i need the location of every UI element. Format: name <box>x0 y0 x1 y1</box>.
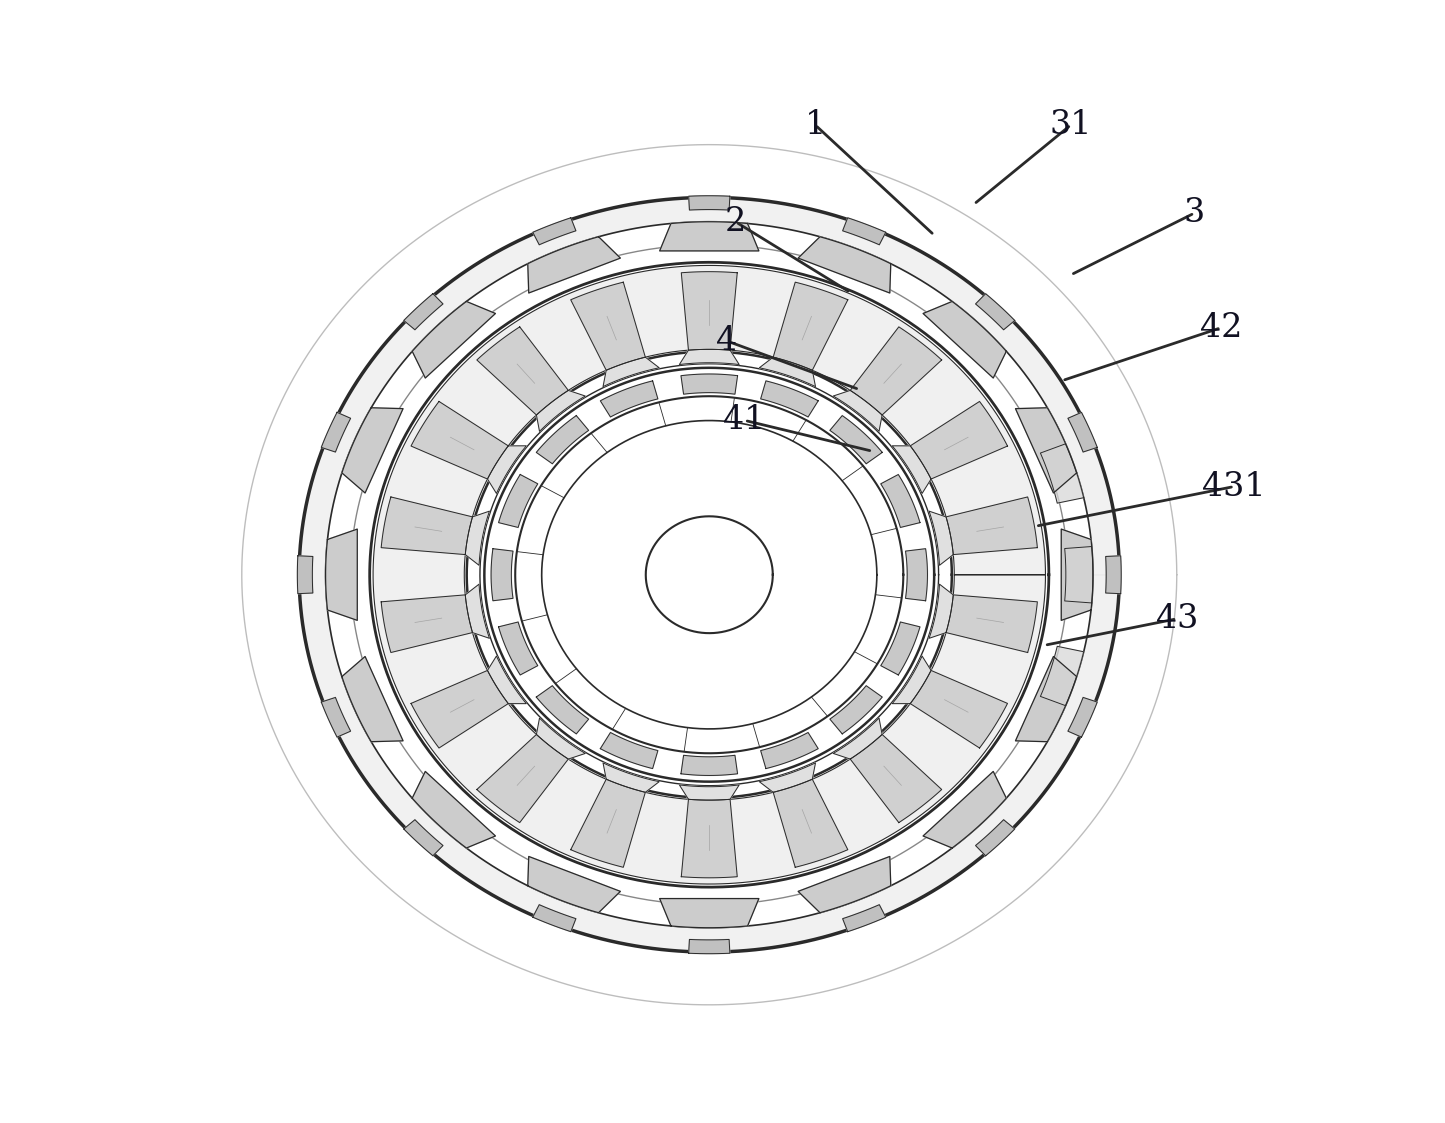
Polygon shape <box>403 294 444 330</box>
Polygon shape <box>892 656 931 704</box>
Polygon shape <box>842 905 886 932</box>
Polygon shape <box>499 475 538 528</box>
Polygon shape <box>321 412 351 453</box>
Polygon shape <box>681 756 737 776</box>
Polygon shape <box>923 772 1006 848</box>
Polygon shape <box>1016 408 1077 493</box>
Polygon shape <box>946 595 1038 652</box>
Text: 4: 4 <box>717 325 737 357</box>
Polygon shape <box>906 549 928 601</box>
Polygon shape <box>834 718 881 759</box>
Polygon shape <box>410 670 509 748</box>
Polygon shape <box>760 357 815 386</box>
Polygon shape <box>536 686 588 733</box>
Polygon shape <box>298 556 312 594</box>
Polygon shape <box>881 622 920 675</box>
Text: 41: 41 <box>724 404 766 437</box>
Polygon shape <box>527 237 620 293</box>
Polygon shape <box>491 549 513 601</box>
Polygon shape <box>881 475 920 528</box>
Text: 431: 431 <box>1202 471 1266 502</box>
Polygon shape <box>536 416 588 464</box>
Polygon shape <box>1065 547 1092 603</box>
Polygon shape <box>829 686 883 733</box>
Polygon shape <box>946 497 1038 555</box>
Polygon shape <box>527 857 620 913</box>
Polygon shape <box>381 595 473 652</box>
Polygon shape <box>465 511 490 565</box>
Polygon shape <box>850 734 942 822</box>
Polygon shape <box>403 820 444 856</box>
Polygon shape <box>1068 412 1097 453</box>
Polygon shape <box>342 408 403 493</box>
Text: 42: 42 <box>1199 312 1243 344</box>
Polygon shape <box>975 820 1014 856</box>
Polygon shape <box>600 732 657 768</box>
Polygon shape <box>834 391 881 431</box>
Polygon shape <box>850 327 942 416</box>
Polygon shape <box>603 357 659 386</box>
Polygon shape <box>660 898 759 928</box>
Polygon shape <box>892 446 931 493</box>
Polygon shape <box>381 497 473 555</box>
Polygon shape <box>412 772 496 848</box>
Polygon shape <box>299 198 1120 952</box>
Polygon shape <box>571 779 646 867</box>
Polygon shape <box>929 584 954 638</box>
Polygon shape <box>477 734 568 822</box>
Polygon shape <box>342 657 403 741</box>
Polygon shape <box>689 940 730 953</box>
Text: 1: 1 <box>805 109 825 140</box>
Polygon shape <box>689 195 730 210</box>
Polygon shape <box>465 584 490 638</box>
Polygon shape <box>477 327 568 416</box>
Polygon shape <box>1016 657 1077 741</box>
Polygon shape <box>975 294 1014 330</box>
Polygon shape <box>681 800 737 878</box>
Polygon shape <box>910 401 1007 480</box>
Polygon shape <box>321 697 351 737</box>
Polygon shape <box>533 218 577 245</box>
Polygon shape <box>679 349 740 365</box>
Polygon shape <box>681 272 737 350</box>
Polygon shape <box>536 718 585 759</box>
Polygon shape <box>603 763 659 793</box>
Polygon shape <box>487 656 526 704</box>
Polygon shape <box>910 670 1007 748</box>
Polygon shape <box>325 529 357 620</box>
Polygon shape <box>1061 529 1092 620</box>
Polygon shape <box>1040 647 1084 705</box>
Polygon shape <box>679 785 740 800</box>
Polygon shape <box>536 391 585 431</box>
Polygon shape <box>600 381 657 417</box>
Polygon shape <box>773 779 848 867</box>
Polygon shape <box>373 265 1046 884</box>
Polygon shape <box>1105 556 1121 594</box>
Polygon shape <box>410 401 509 480</box>
Polygon shape <box>798 857 890 913</box>
Text: 3: 3 <box>1183 197 1205 229</box>
Polygon shape <box>571 282 646 371</box>
Polygon shape <box>773 282 848 371</box>
Polygon shape <box>760 381 818 417</box>
Polygon shape <box>499 622 538 675</box>
Polygon shape <box>929 511 954 565</box>
Polygon shape <box>798 237 890 293</box>
Polygon shape <box>1040 444 1084 503</box>
Text: 31: 31 <box>1049 109 1092 140</box>
Polygon shape <box>1068 697 1097 737</box>
Polygon shape <box>487 446 526 493</box>
Polygon shape <box>829 416 883 464</box>
Text: 2: 2 <box>725 206 747 238</box>
Polygon shape <box>681 374 737 394</box>
Polygon shape <box>760 763 815 793</box>
Polygon shape <box>412 301 496 378</box>
Text: 43: 43 <box>1156 603 1198 634</box>
Polygon shape <box>923 301 1006 378</box>
Polygon shape <box>660 221 759 250</box>
Polygon shape <box>533 905 577 932</box>
Polygon shape <box>760 732 818 768</box>
Polygon shape <box>842 218 886 245</box>
